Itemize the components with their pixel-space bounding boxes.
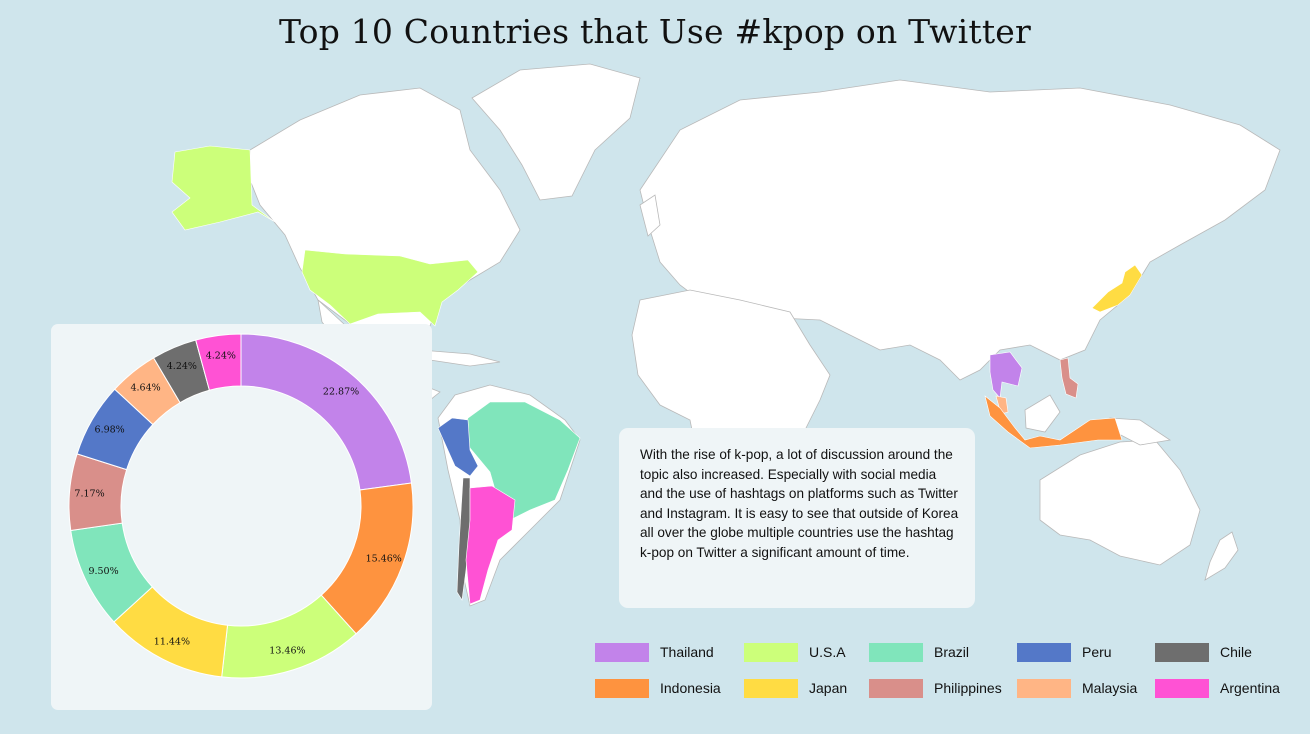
- legend-swatch: [869, 679, 923, 698]
- greenland: [471, 63, 641, 201]
- indonesia: [984, 395, 1123, 449]
- description-box: With the rise of k-pop, a lot of discuss…: [619, 428, 975, 608]
- brazil: [457, 401, 581, 521]
- donut-label-indonesia: 15.46%: [366, 553, 402, 564]
- donut-label-peru: 6.98%: [95, 425, 125, 436]
- description-text: With the rise of k-pop, a lot of discuss…: [640, 447, 959, 560]
- peru: [437, 417, 479, 477]
- donut-label-japan: 11.44%: [154, 636, 190, 647]
- legend-label: Argentina: [1220, 680, 1280, 696]
- donut-label-chile: 4.24%: [167, 361, 197, 372]
- legend-swatch: [595, 643, 649, 662]
- donut-label-malaysia: 4.64%: [130, 383, 160, 394]
- legend-swatch: [1155, 679, 1209, 698]
- chile: [456, 477, 471, 601]
- australia: [1039, 439, 1201, 566]
- donut-label-thailand: 22.87%: [323, 387, 359, 398]
- new-zealand: [1204, 531, 1239, 581]
- legend-label: Philippines: [934, 680, 1002, 696]
- legend-swatch: [1017, 679, 1071, 698]
- legend-label: Thailand: [660, 644, 714, 660]
- legend-swatch: [1017, 643, 1071, 662]
- donut-slice-thailand: [240, 333, 413, 491]
- usa: [301, 249, 479, 327]
- thailand: [989, 351, 1023, 399]
- uk-ireland: [639, 194, 661, 237]
- legend-swatch: [744, 643, 798, 662]
- legend-swatch: [744, 679, 798, 698]
- legend-label: Indonesia: [660, 680, 721, 696]
- legend-label: Peru: [1082, 644, 1112, 660]
- legend-label: Brazil: [934, 644, 970, 660]
- legend-swatch: [595, 679, 649, 698]
- argentina: [465, 485, 516, 605]
- legend-label: U.S.A: [809, 644, 846, 660]
- legend-label: Japan: [809, 680, 848, 696]
- legend-swatch: [869, 643, 923, 662]
- legend-swatch: [1155, 643, 1209, 662]
- alaska: [171, 145, 276, 231]
- donut-label-brazil: 9.50%: [88, 566, 118, 577]
- donut-panel: 22.87% 15.46% 13.46% 11.44% 9.50% 7.17% 6.98% 4…: [51, 324, 432, 710]
- japan: [1091, 264, 1143, 313]
- caribbean: [418, 349, 501, 367]
- donut-label-philippines: 7.17%: [74, 488, 104, 499]
- borneo: [1024, 394, 1061, 433]
- donut-chart: 22.87% 15.46% 13.46% 11.44% 9.50% 7.17% 6.98% 4…: [68, 333, 414, 679]
- donut-slice-argentina: [195, 333, 242, 391]
- legend-label: Malaysia: [1082, 680, 1138, 696]
- chart-title: Top 10 Countries that Use #kpop on Twitt…: [278, 12, 1031, 51]
- philippines: [1059, 357, 1079, 399]
- donut-label-argentina: 4.24%: [206, 350, 236, 361]
- donut-label-usa: 13.46%: [269, 646, 305, 657]
- legend-label: Chile: [1220, 644, 1252, 660]
